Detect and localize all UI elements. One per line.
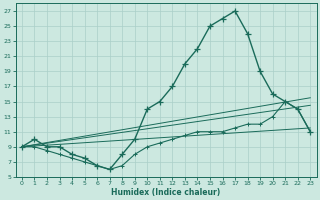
X-axis label: Humidex (Indice chaleur): Humidex (Indice chaleur) [111,188,221,197]
